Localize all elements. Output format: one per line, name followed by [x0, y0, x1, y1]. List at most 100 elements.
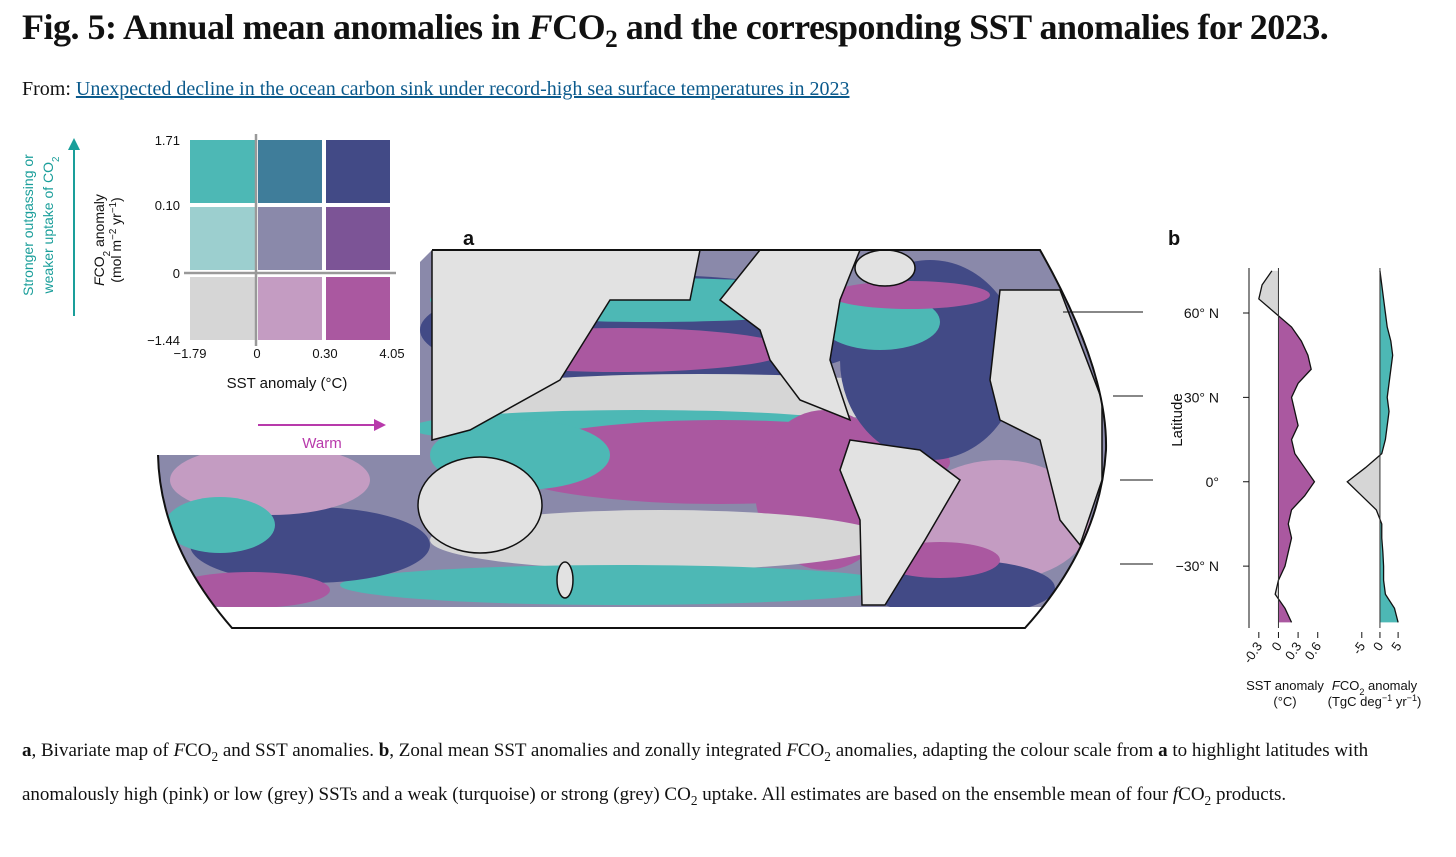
legend-x-title: SST anomaly (°C)	[227, 375, 348, 392]
text-run: (mol m	[108, 240, 124, 283]
article-link[interactable]: Unexpected decline in the ocean carbon s…	[75, 78, 850, 100]
legend-cell	[326, 277, 390, 340]
y-axis-title: Latitude	[1169, 393, 1186, 446]
text-run: and the corresponding SST anomalies for …	[617, 7, 1329, 47]
legend-cell	[190, 207, 255, 270]
text-run: Fig. 5: Annual mean anomalies in	[22, 7, 529, 47]
text-run: and SST anomalies.	[218, 740, 379, 761]
text-run: F	[173, 740, 186, 761]
text-run: anomalies, adapting the colour scale fro…	[830, 740, 1159, 761]
area-positive	[1379, 270, 1399, 623]
text-run: )	[108, 197, 124, 202]
y-tick-label: 0°	[1206, 474, 1219, 490]
figure: a b Latitude 1.710.100−1.44−1.79 0 0.30 4.0…	[20, 133, 1422, 709]
y-tick-label: 30° N	[1184, 389, 1219, 405]
asia	[431, 250, 701, 441]
latitude-connectors	[1063, 311, 1153, 565]
legend-cell	[258, 277, 322, 340]
text-run: to highlight latitudes with anomalously …	[22, 740, 1369, 805]
x-tick-label: 0	[1370, 639, 1386, 654]
x-tick-label: 0.3	[1282, 639, 1305, 662]
legend-y-title: FCO2 anomaly	[91, 194, 113, 286]
legend-cell	[190, 277, 255, 340]
text-run: −1	[1407, 693, 1417, 703]
text-run: )	[1417, 694, 1421, 709]
legend-cell	[326, 140, 390, 203]
legend-x-tick-label: −1.79	[174, 346, 207, 361]
from-label: From:	[22, 78, 71, 100]
panel-label: b	[1168, 228, 1180, 250]
text-run: anomaly	[91, 194, 107, 251]
arrowhead	[68, 138, 80, 150]
legend-x-tick-label: 0.30	[312, 346, 337, 361]
text-run: −2	[108, 229, 119, 240]
x-tick-label: 0.6	[1302, 639, 1325, 662]
text-run: F	[1332, 678, 1341, 693]
new-zealand	[556, 561, 574, 599]
legend-y-tick-label: 0	[173, 266, 180, 281]
text-run: 2	[51, 157, 62, 162]
profile-line	[1258, 270, 1316, 623]
text-run: 2	[690, 792, 698, 808]
x-axis-title: (TgC deg−1 yr−1)	[1328, 693, 1422, 709]
ocean-patch	[165, 497, 275, 553]
text-run: CO	[1178, 783, 1205, 805]
arrow-label: Warm	[302, 435, 341, 452]
text-run: SST anomaly	[1246, 678, 1324, 693]
text-run: f	[1172, 783, 1179, 805]
x-tick-label: -0.3	[1240, 639, 1265, 666]
legend-x-tick-label: 4.05	[379, 346, 404, 361]
text-run: CO	[797, 740, 825, 761]
text-run: , Bivariate map of	[31, 740, 174, 761]
ocean-patch	[340, 565, 900, 605]
text-run: anomaly	[1364, 678, 1417, 693]
legend-y-tick-label: 0.10	[155, 198, 180, 213]
text-run: (°C)	[1273, 694, 1296, 709]
text-run: F	[786, 740, 798, 761]
text-run: 2	[605, 26, 618, 54]
legend-y-tick-label: 1.71	[155, 133, 180, 148]
text-run: −1	[1382, 693, 1392, 703]
text-run: yr	[1392, 694, 1407, 709]
text-run: a	[1158, 740, 1168, 761]
arrowhead	[374, 419, 386, 431]
text-run: yr	[108, 213, 124, 229]
text-run: weaker uptake of CO	[40, 162, 56, 295]
text-run: CO	[1340, 678, 1360, 693]
legend-cell	[258, 207, 322, 270]
no-data	[158, 607, 1107, 628]
text-run: 2	[1359, 687, 1364, 697]
text-run: CO	[185, 740, 212, 761]
legend-y-title: (mol m−2 yr−1)	[108, 197, 125, 282]
legend-cell	[326, 207, 390, 270]
area-negative	[1347, 455, 1380, 520]
arrow-label: Stronger outgassing or	[20, 154, 36, 296]
text-run: F	[91, 276, 107, 286]
text-run: uptake. All estimates are based on the e…	[697, 783, 1173, 805]
arrow-label: weaker uptake of CO2	[40, 157, 62, 295]
figure-title: Fig. 5: Annual mean anomalies in FCO2 an…	[22, 6, 1329, 54]
text-run: Stronger outgassing or	[20, 154, 36, 296]
text-run: F	[528, 7, 553, 47]
x-axis-title: FCO2 anomaly	[1332, 678, 1418, 697]
legend-y-tick-label: −1.44	[147, 333, 180, 348]
area-positive	[1278, 315, 1315, 623]
text-run: −1	[108, 202, 119, 213]
text-run: 2	[824, 748, 831, 764]
text-run: CO	[552, 7, 606, 47]
ocean-patch	[430, 510, 890, 570]
x-tick-label: -5	[1349, 639, 1368, 657]
text-run: a	[22, 740, 32, 761]
x-axis-title: (°C)	[1273, 694, 1296, 709]
from-line: From: Unexpected decline in the ocean ca…	[22, 78, 849, 101]
text-run: (TgC deg	[1328, 694, 1382, 709]
text-run: 2	[1204, 792, 1212, 808]
text-run: b	[378, 740, 390, 761]
y-tick-label: 60° N	[1184, 305, 1219, 321]
x-tick-label: 5	[1388, 639, 1404, 654]
ocean-patch	[830, 281, 990, 309]
text-run: products.	[1211, 783, 1287, 805]
caption: a, Bivariate map of FCO2 and SST anomali…	[22, 732, 1432, 820]
legend-x-tick-label: 0	[253, 346, 260, 361]
